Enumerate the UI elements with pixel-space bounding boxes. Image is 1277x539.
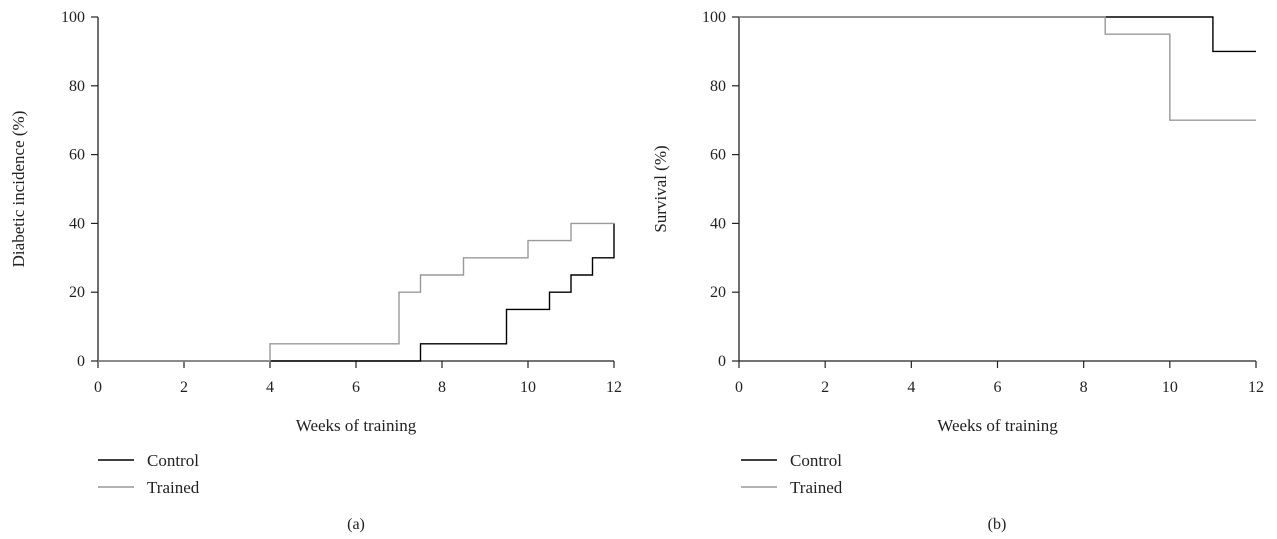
y-tick-label: 60 bbox=[69, 147, 85, 164]
x-tick-label: 4 bbox=[907, 379, 915, 396]
y-axis-label: Survival (%) bbox=[651, 145, 670, 232]
panel-label: (b) bbox=[988, 516, 1007, 533]
legend-label-trained: Trained bbox=[790, 478, 843, 497]
x-tick-label: 8 bbox=[1080, 379, 1088, 396]
x-tick-label: 6 bbox=[994, 379, 1002, 396]
x-tick-label: 0 bbox=[735, 379, 743, 396]
y-tick-label: 80 bbox=[69, 78, 85, 95]
x-tick-label: 10 bbox=[1162, 379, 1178, 396]
series-line-control bbox=[98, 223, 615, 362]
y-tick-label: 100 bbox=[702, 9, 726, 26]
series-line-trained bbox=[98, 222, 614, 362]
legend-label-trained: Trained bbox=[147, 478, 200, 497]
y-tick-label: 40 bbox=[710, 215, 726, 232]
x-tick-label: 0 bbox=[94, 379, 102, 396]
panel-label: (a) bbox=[347, 516, 365, 533]
legend-label-control: Control bbox=[147, 451, 199, 470]
y-tick-label: 20 bbox=[69, 284, 85, 301]
x-tick-label: 2 bbox=[821, 379, 829, 396]
y-tick-label: 0 bbox=[77, 353, 85, 370]
y-tick-label: 0 bbox=[718, 353, 726, 370]
y-tick-label: 60 bbox=[710, 147, 726, 164]
x-tick-label: 12 bbox=[1248, 379, 1264, 396]
y-tick-label: 100 bbox=[61, 9, 85, 26]
x-tick-label: 6 bbox=[352, 379, 360, 396]
x-tick-label: 8 bbox=[438, 379, 446, 396]
x-tick-label: 10 bbox=[520, 379, 536, 396]
y-tick-label: 40 bbox=[69, 215, 85, 232]
series-line-control bbox=[739, 16, 1256, 53]
legend-label-control: Control bbox=[790, 451, 842, 470]
x-axis-label: Weeks of training bbox=[937, 416, 1058, 435]
y-axis-label: Diabetic incidence (%) bbox=[9, 111, 28, 268]
chart-panel-0: 0 20 40 60 80 100 0 2 4 6 8 10 12 Weeks of training Di… bbox=[9, 9, 622, 533]
x-tick-label: 4 bbox=[266, 379, 274, 396]
chart-panel-1: 0 20 40 60 80 100 0 2 4 6 8 10 12 Weeks of training Su… bbox=[651, 9, 1264, 533]
series-line-trained bbox=[739, 16, 1256, 121]
x-tick-label: 12 bbox=[606, 379, 622, 396]
x-tick-label: 2 bbox=[180, 379, 188, 396]
y-tick-label: 20 bbox=[710, 284, 726, 301]
y-tick-label: 80 bbox=[710, 78, 726, 95]
x-axis-label: Weeks of training bbox=[296, 416, 417, 435]
